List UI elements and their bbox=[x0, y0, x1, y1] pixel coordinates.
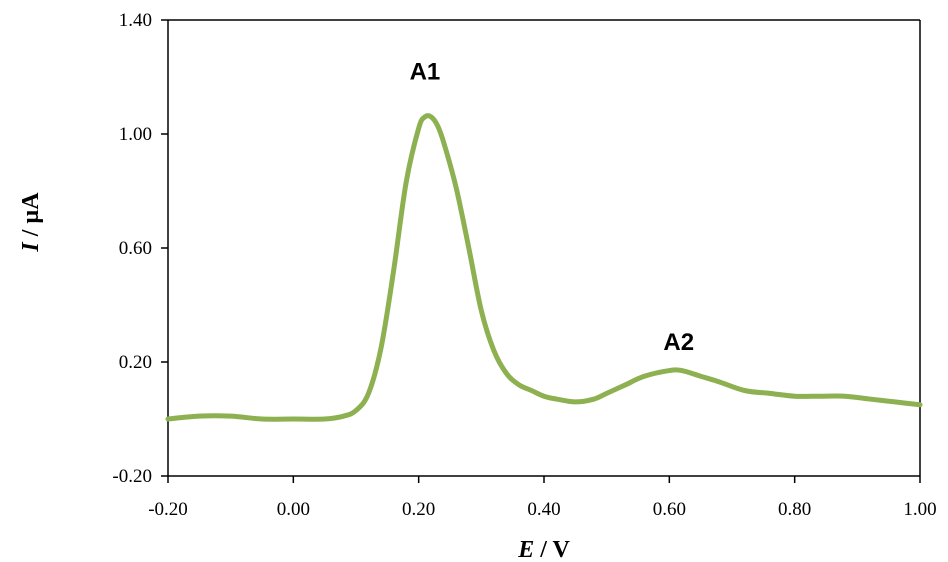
peak-label: A1 bbox=[410, 58, 441, 85]
x-tick-label: 1.00 bbox=[903, 499, 936, 520]
y-tick-label: 0.60 bbox=[119, 238, 152, 259]
y-tick-label: 1.40 bbox=[119, 10, 152, 31]
x-axis-symbol: E bbox=[517, 537, 534, 562]
y-axis-unit: / µA bbox=[18, 192, 44, 242]
x-tick-label: 0.80 bbox=[778, 499, 811, 520]
x-tick-label: 0.60 bbox=[653, 499, 686, 520]
y-tick-label: 0.20 bbox=[119, 352, 152, 373]
x-axis-ticks: -0.20 0.00 0.20 0.40 0.60 0.80 1.00 bbox=[148, 476, 937, 520]
y-axis-symbol: I bbox=[18, 241, 44, 253]
series-line bbox=[165, 113, 923, 422]
y-axis-ticks: -0.20 0.20 0.60 1.00 1.40 bbox=[112, 10, 168, 487]
peak-label: A2 bbox=[663, 329, 694, 356]
x-tick-label: 0.40 bbox=[527, 499, 560, 520]
y-tick-label: -0.20 bbox=[112, 466, 152, 487]
y-axis-title: I / µA bbox=[18, 192, 44, 253]
x-tick-label: 0.00 bbox=[277, 499, 310, 520]
peak-annotations: A1 A2 bbox=[410, 58, 694, 356]
x-tick-label: -0.20 bbox=[148, 499, 188, 520]
x-tick-label: 0.20 bbox=[402, 499, 435, 520]
y-tick-label: 1.00 bbox=[119, 124, 152, 145]
x-axis-title: E / V bbox=[517, 537, 570, 562]
series-group bbox=[165, 113, 923, 422]
x-axis-unit: / V bbox=[534, 537, 570, 562]
plot-frame bbox=[167, 19, 921, 477]
